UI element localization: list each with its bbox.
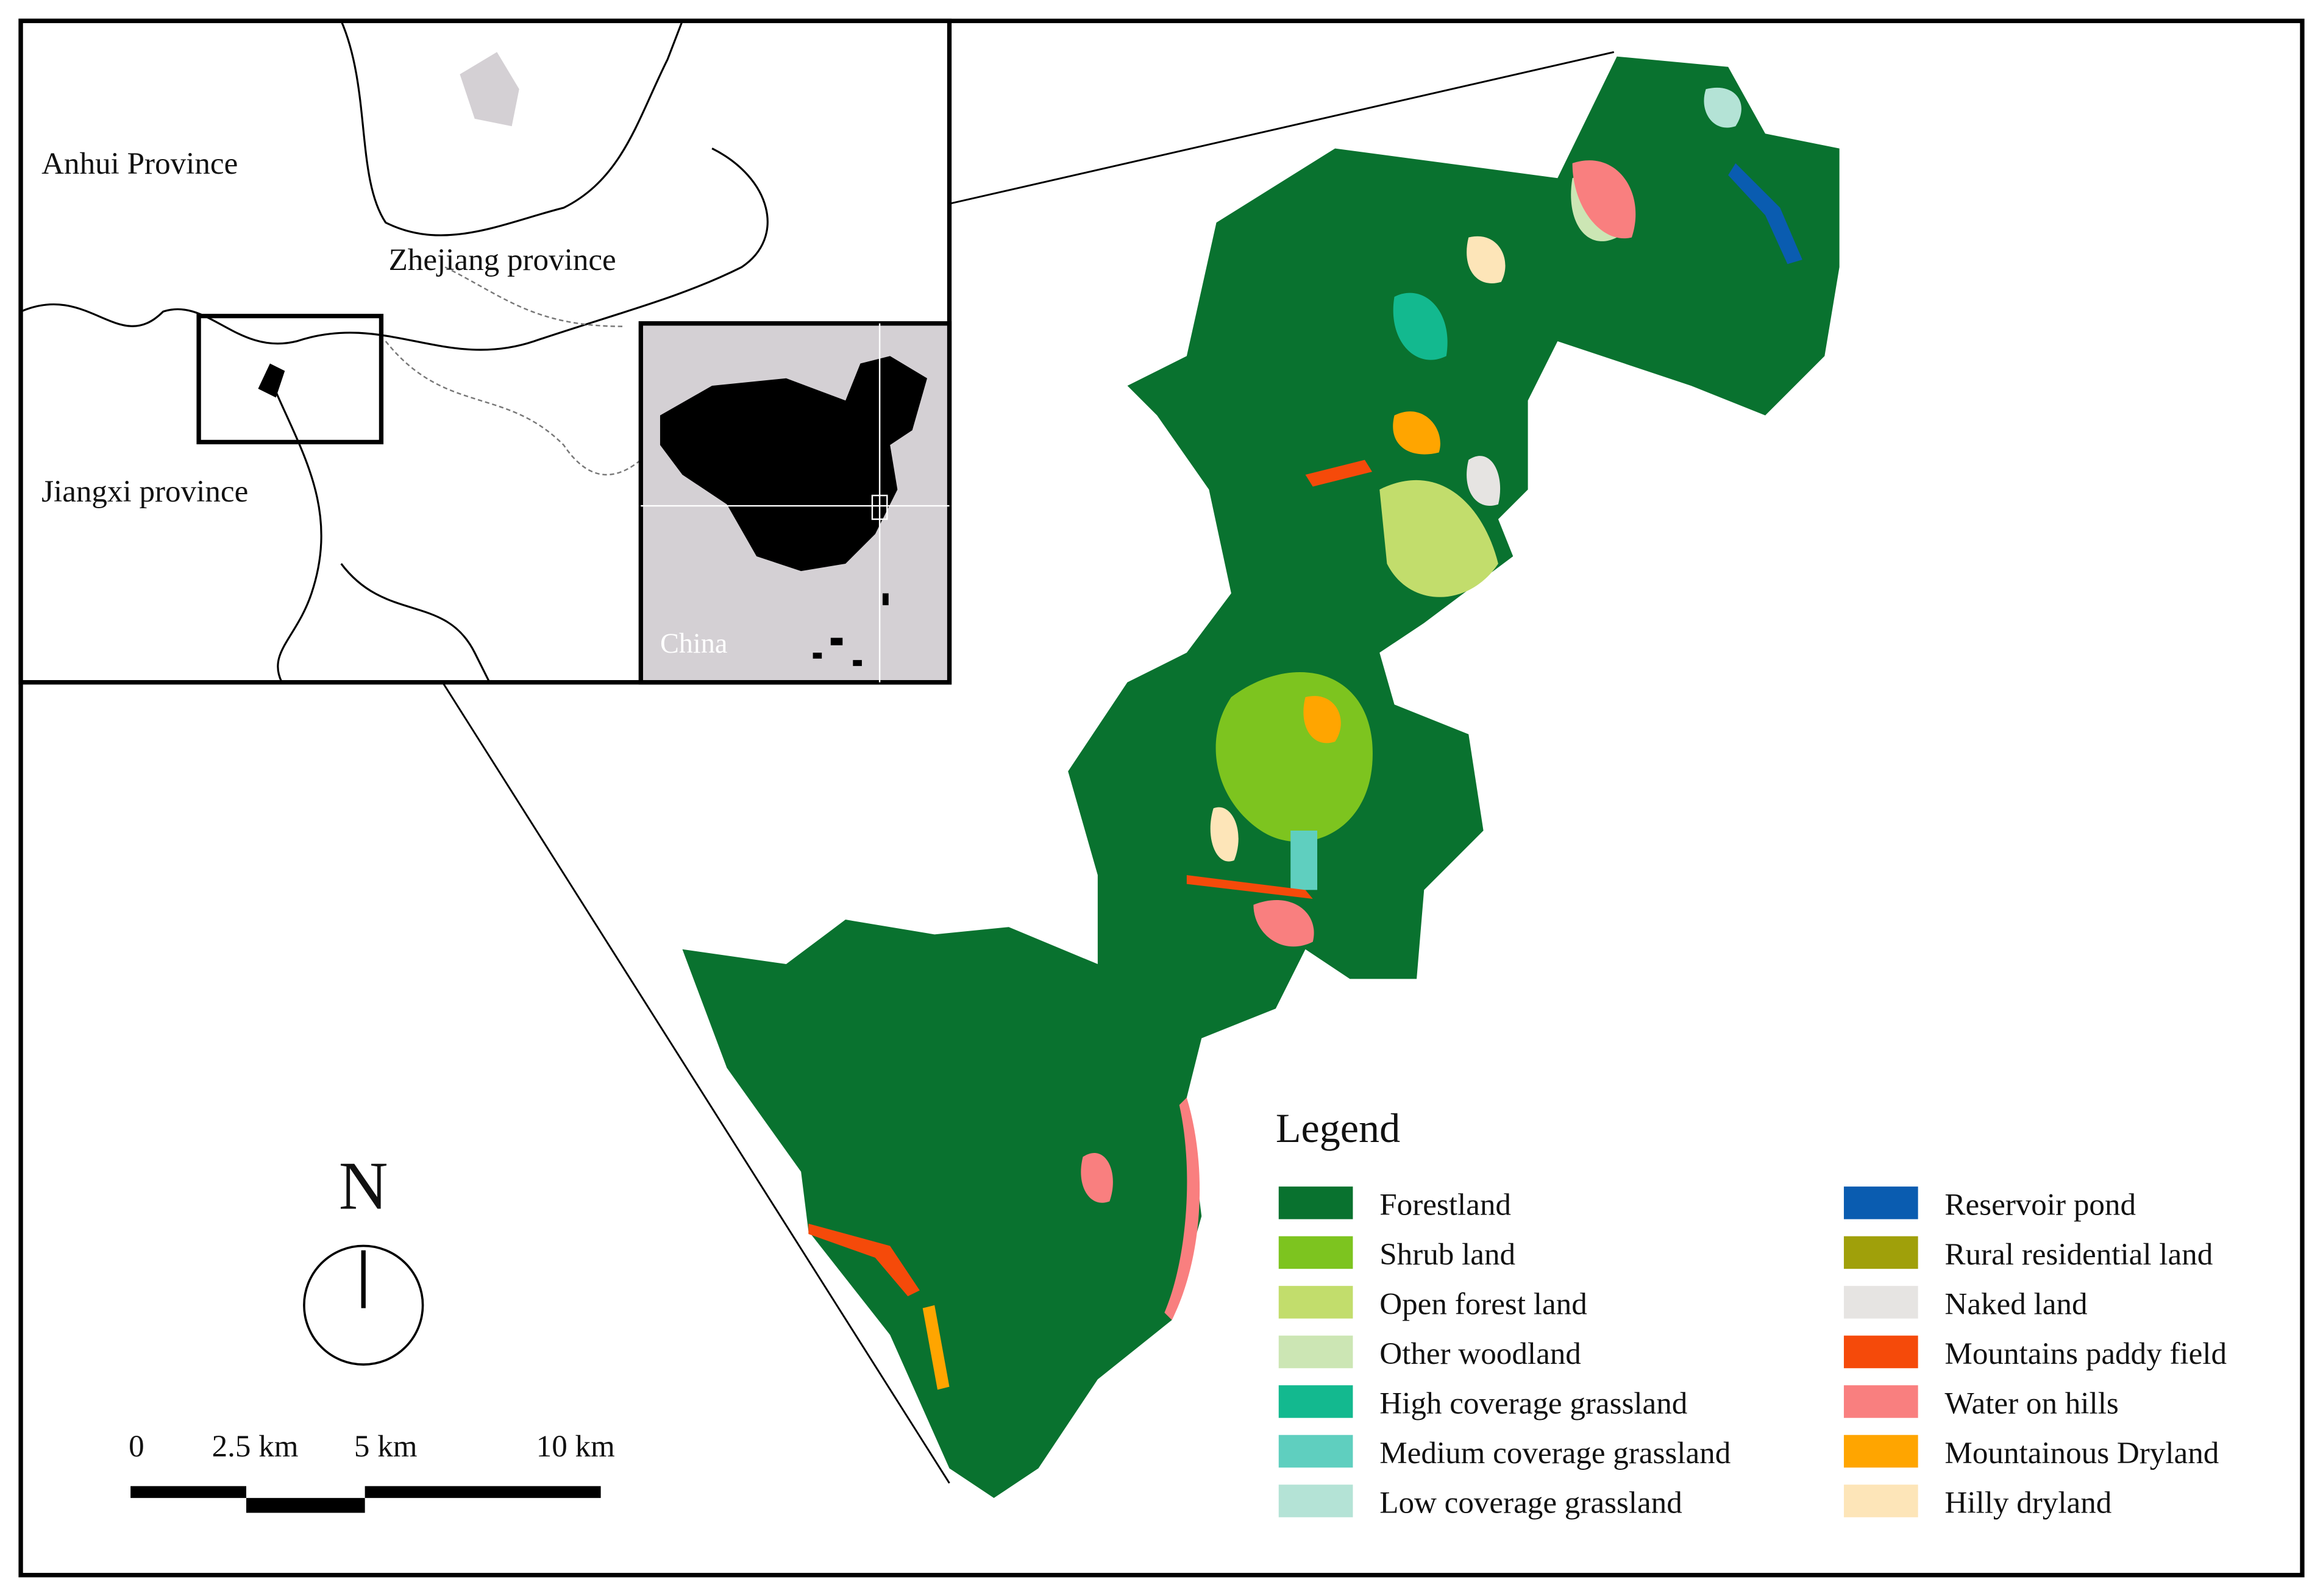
legend-swatch xyxy=(1278,1385,1353,1418)
scale-segment xyxy=(365,1486,601,1498)
legend-label: Other woodland xyxy=(1379,1336,1581,1371)
legend-label: Mountainous Dryland xyxy=(1944,1436,2219,1470)
locator-box xyxy=(871,494,888,520)
legend-swatch xyxy=(1843,1186,1918,1219)
legend: Legend Forestland Shrub land Open forest l… xyxy=(1276,1105,2227,1520)
inset-label: Zhejiang province xyxy=(389,243,616,277)
legend-swatch xyxy=(1843,1335,1918,1369)
legend-label: Open forest land xyxy=(1379,1286,1587,1321)
north-label: N xyxy=(339,1149,388,1224)
legend-swatch xyxy=(1278,1236,1353,1269)
legend-label: Reservoir pond xyxy=(1944,1187,2136,1222)
land-patch xyxy=(1728,163,1802,264)
legend-label: Naked land xyxy=(1944,1286,2087,1321)
scale-label: 0 xyxy=(129,1429,144,1464)
legend-swatch xyxy=(1278,1435,1353,1468)
legend-label: Low coverage grassland xyxy=(1379,1485,1682,1520)
river xyxy=(20,147,769,351)
county-border xyxy=(385,266,642,476)
legend-label: Forestland xyxy=(1379,1187,1511,1222)
land-patch xyxy=(1290,831,1318,890)
land-patch xyxy=(1467,456,1501,506)
scale-segment xyxy=(246,1498,365,1513)
legend-swatch xyxy=(1278,1335,1353,1369)
legend-swatch xyxy=(1843,1236,1918,1269)
legend-swatch xyxy=(1843,1435,1918,1468)
lake xyxy=(460,52,519,127)
province-border xyxy=(340,20,683,236)
land-patch xyxy=(1379,480,1498,597)
legend-label: Shrub land xyxy=(1379,1237,1515,1272)
inset-label: Anhui Province xyxy=(41,146,238,181)
legend-title: Legend xyxy=(1276,1105,1400,1151)
study-area-box xyxy=(196,313,384,445)
land-patch xyxy=(1704,87,1741,128)
legend-label: Hilly dryland xyxy=(1944,1485,2111,1520)
legend-label: Medium coverage grassland xyxy=(1379,1436,1731,1470)
land-use-map xyxy=(682,56,1840,1498)
legend-swatch xyxy=(1278,1484,1353,1517)
scale-segment xyxy=(130,1486,246,1498)
land-patch xyxy=(1393,293,1448,360)
legend-label: Rural residential land xyxy=(1944,1237,2213,1272)
legend-swatch xyxy=(1843,1484,1918,1517)
province-border xyxy=(266,371,491,683)
scale-label: 2.5 km xyxy=(212,1429,299,1464)
china-label: China xyxy=(660,628,727,659)
china-shape xyxy=(660,356,927,572)
legend-swatch xyxy=(1278,1186,1353,1219)
legend-swatch xyxy=(1278,1286,1353,1319)
study-area xyxy=(258,363,285,398)
legend-label: Water on hills xyxy=(1944,1386,2118,1420)
inset-map: Anhui Province Zhejiang province Jiangxi… xyxy=(18,18,952,685)
legend-label: High coverage grassland xyxy=(1379,1386,1687,1420)
scale-label: 10 km xyxy=(536,1429,615,1464)
legend-swatch xyxy=(1843,1385,1918,1418)
legend-label: Mountains paddy field xyxy=(1944,1336,2227,1371)
scale-label: 5 km xyxy=(354,1429,418,1464)
legend-swatch xyxy=(1843,1286,1918,1319)
inset-label: Jiangxi province xyxy=(41,474,248,509)
